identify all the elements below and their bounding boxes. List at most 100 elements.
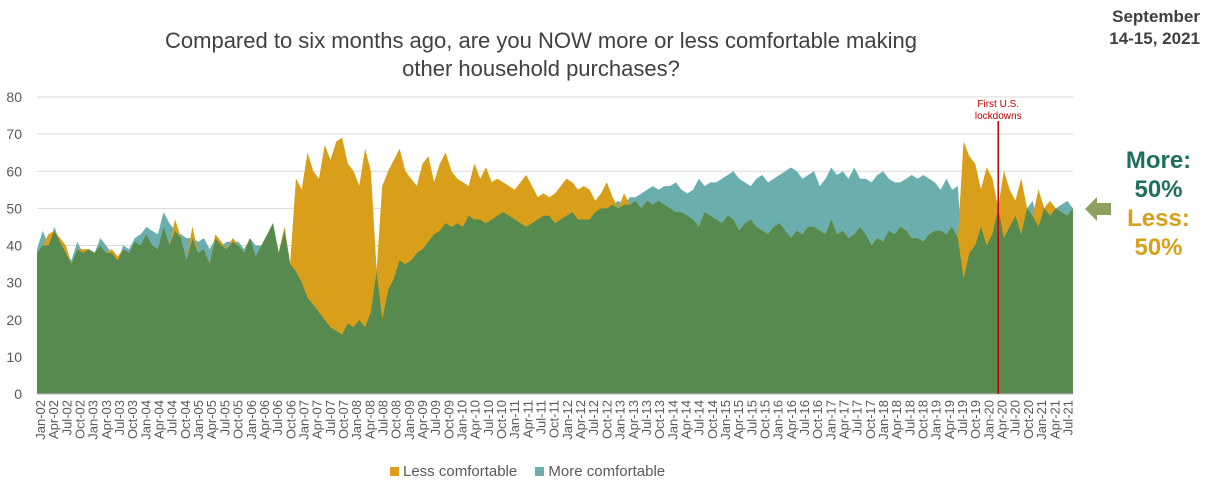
x-tick-label: Jul-21 xyxy=(1060,400,1075,435)
x-tick-label: Oct-11 xyxy=(547,400,562,438)
x-tick-label: Jul-04 xyxy=(165,400,180,435)
more-value: 50% xyxy=(1134,176,1183,203)
annotation-text-line2: lockdowns xyxy=(975,111,1022,122)
x-tick-label: Jul-03 xyxy=(112,400,127,435)
x-tick-label: Oct-20 xyxy=(1021,400,1036,439)
survey-date-line2: 14-15, 2021 xyxy=(1109,29,1200,48)
y-tick-label: 70 xyxy=(6,126,22,142)
x-tick-label: Jan-11 xyxy=(507,400,522,439)
x-tick-label: Jan-18 xyxy=(876,400,891,440)
x-tick-label: Apr-03 xyxy=(99,400,114,439)
left-arrow-icon xyxy=(1085,197,1111,221)
x-tick-label: Apr-21 xyxy=(1047,400,1062,439)
x-tick-label: Jul-14 xyxy=(692,400,707,435)
x-tick-label: Apr-15 xyxy=(731,400,746,439)
x-tick-label: Apr-04 xyxy=(152,400,167,439)
x-tick-label: Jan-19 xyxy=(929,400,944,440)
x-tick-label: Jan-03 xyxy=(86,400,101,440)
x-tick-label: Oct-17 xyxy=(863,400,878,439)
x-tick-label: Oct-18 xyxy=(916,400,931,439)
x-tick-label: Oct-06 xyxy=(283,400,298,439)
x-tick-label: Oct-07 xyxy=(336,400,351,439)
chart-title-line2: other household purchases? xyxy=(402,56,680,81)
x-tick-label: Jul-09 xyxy=(428,400,443,435)
x-tick-label: Oct-08 xyxy=(389,400,404,439)
x-tick-label: Jan-10 xyxy=(455,400,470,440)
x-tick-label: Apr-11 xyxy=(520,400,535,438)
x-tick-label: Jul-11 xyxy=(534,400,549,434)
x-tick-label: Oct-12 xyxy=(599,400,614,439)
x-tick-label: Jul-17 xyxy=(850,400,865,435)
x-tick-label: Apr-16 xyxy=(784,400,799,439)
x-tick-label: Apr-12 xyxy=(573,400,588,439)
x-tick-label: Jul-06 xyxy=(270,400,285,435)
legend-item-more: More comfortable xyxy=(535,463,665,480)
legend-swatch-more xyxy=(535,467,545,476)
x-tick-label: Apr-13 xyxy=(626,400,641,439)
x-tick-label: Jul-12 xyxy=(586,400,601,435)
x-tick-label: Jan-09 xyxy=(402,400,417,440)
x-tick-label: Apr-20 xyxy=(995,400,1010,439)
x-tick-label: Jul-05 xyxy=(217,400,232,435)
x-tick-label: Apr-05 xyxy=(204,400,219,439)
x-tick-label: Oct-13 xyxy=(652,400,667,439)
y-tick-label: 10 xyxy=(6,349,22,365)
legend-label-less: Less comfortable xyxy=(403,463,518,480)
x-tick-label: Jul-07 xyxy=(323,400,338,435)
less-label: Less: xyxy=(1127,205,1190,232)
x-tick-label: Oct-03 xyxy=(125,400,140,439)
annotation-text-line1: First U.S. xyxy=(977,99,1019,110)
chart-title: Compared to six months ago, are you NOW … xyxy=(80,27,1002,83)
x-tick-label: Jul-16 xyxy=(797,400,812,435)
x-tick-label: Oct-09 xyxy=(441,400,456,439)
x-tick-label: Jan-17 xyxy=(823,400,838,440)
y-tick-label: 30 xyxy=(6,275,22,291)
x-tick-label: Apr-14 xyxy=(678,400,693,439)
legend-item-less: Less comfortable xyxy=(390,463,521,480)
x-tick-label: Jul-10 xyxy=(481,400,496,435)
chart-title-line1: Compared to six months ago, are you NOW … xyxy=(165,28,917,53)
x-tick-label: Jan-02 xyxy=(33,400,48,440)
x-tick-label: Jul-18 xyxy=(902,400,917,435)
chart-areas xyxy=(37,137,1073,395)
x-tick-label: Jan-16 xyxy=(771,400,786,440)
less-value: 50% xyxy=(1134,234,1183,261)
x-tick-label: Jan-08 xyxy=(349,400,364,440)
x-tick-label: Jan-20 xyxy=(981,400,996,440)
x-tick-label: Oct-16 xyxy=(810,400,825,439)
x-tick-label: Apr-02 xyxy=(46,400,61,439)
x-tick-label: Jul-19 xyxy=(955,400,970,435)
x-tick-label: Jul-13 xyxy=(639,400,654,435)
survey-date-line1: September xyxy=(1112,7,1200,26)
x-tick-label: Jul-15 xyxy=(744,400,759,435)
legend-swatch-less xyxy=(390,467,399,476)
series-area-overlap xyxy=(37,200,1073,394)
x-tick-label: Oct-15 xyxy=(757,400,772,439)
y-tick-label: 60 xyxy=(6,163,22,179)
x-tick-label: Oct-10 xyxy=(494,400,509,439)
x-tick-label: Apr-19 xyxy=(942,400,957,439)
y-axis: 0 10 20 30 40 50 60 70 80 xyxy=(6,89,22,402)
x-tick-label: Oct-19 xyxy=(968,400,983,439)
x-tick-label: Jan-13 xyxy=(613,400,628,440)
x-tick-label: Jan-12 xyxy=(560,400,575,440)
survey-date: September 14-15, 2021 xyxy=(1060,6,1200,50)
x-tick-label: Jan-07 xyxy=(296,400,311,440)
x-tick-label: Apr-17 xyxy=(837,400,852,439)
x-tick-label: Oct-14 xyxy=(705,400,720,439)
x-tick-label: Apr-10 xyxy=(468,400,483,439)
x-tick-label: Oct-04 xyxy=(178,400,193,439)
more-label: More: xyxy=(1125,147,1192,174)
y-tick-label: 80 xyxy=(6,89,22,105)
x-tick-label: Jan-04 xyxy=(138,400,153,440)
current-reading-callout: More: 50% Less: 50% xyxy=(1110,146,1207,262)
x-tick-label: Apr-07 xyxy=(310,400,325,439)
lockdown-annotation: First U.S.lockdowns xyxy=(975,99,1022,394)
x-tick-label: Jan-21 xyxy=(1034,400,1049,440)
x-tick-label: Jul-02 xyxy=(59,400,74,435)
x-tick-label: Apr-09 xyxy=(415,400,430,439)
x-tick-label: Apr-18 xyxy=(889,400,904,439)
y-tick-label: 50 xyxy=(6,200,22,216)
x-tick-label: Oct-05 xyxy=(231,400,246,439)
